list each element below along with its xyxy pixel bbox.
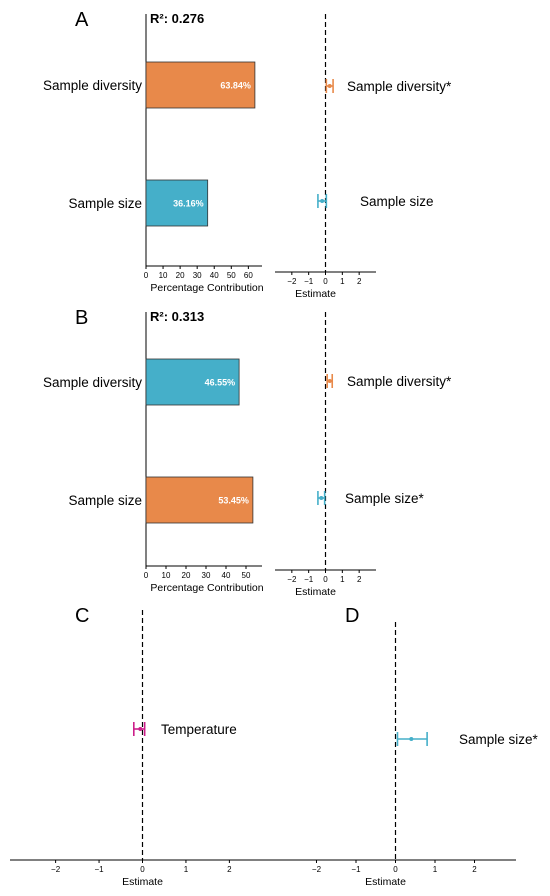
estimate-point [327, 379, 332, 383]
x-tick-label: 2 [357, 277, 362, 286]
x-axis-label: Estimate [122, 876, 163, 888]
x-tick-label: 0 [140, 865, 145, 874]
estimate-label: Sample diversity* [347, 374, 452, 389]
x-tick-label: −2 [287, 277, 297, 286]
bar [145, 179, 209, 227]
estimate-point [327, 84, 332, 88]
x-tick-label: −2 [312, 865, 322, 874]
category-label: Sample size [68, 196, 142, 211]
estimate-label: Sample diversity* [347, 79, 452, 94]
x-axis-label: Estimate [365, 876, 406, 888]
estimate-point [138, 727, 143, 731]
x-tick-label: 30 [193, 271, 202, 280]
bar [145, 358, 240, 406]
x-tick-label: 2 [472, 865, 477, 874]
estimate-panel-1: Sample diversity* Sample size −2 −1 0 1 2 Estim… [275, 14, 452, 300]
panel-letter-d: D [345, 605, 359, 627]
estimate-point [409, 737, 414, 741]
estimate-panel-3: C Temperature −2 −1 0 1 2 Estimate [10, 605, 275, 888]
x-tick-label: 2 [357, 575, 362, 584]
x-tick-label: 0 [393, 865, 398, 874]
bar-panel-b: B R²: 0.313 46.55% Sample diversity 53.45% Sa… [43, 307, 264, 594]
x-tick-label: 0 [144, 271, 149, 280]
x-tick-label: 50 [242, 571, 251, 580]
bar-value-label: 63.84% [220, 81, 251, 91]
bar-value-label: 53.45% [218, 496, 249, 506]
x-tick-label: −1 [94, 865, 104, 874]
panel-letter-b: B [75, 307, 88, 329]
bar-value-label: 36.16% [173, 199, 204, 209]
x-axis-label: Percentage Contribution [150, 282, 263, 294]
x-tick-label: 10 [162, 571, 171, 580]
bar-panel-a: A R²: 0.276 63.84% Sample diversity 36.16% Sa… [43, 9, 264, 294]
x-tick-label: −2 [287, 575, 297, 584]
x-tick-label: 20 [176, 271, 185, 280]
r2-label: R²: 0.276 [150, 11, 204, 26]
bar [145, 476, 254, 524]
x-tick-label: 40 [222, 571, 231, 580]
x-tick-label: 1 [184, 865, 189, 874]
x-tick-label: 50 [227, 271, 236, 280]
bar [145, 61, 256, 109]
category-label: Sample diversity [43, 78, 142, 93]
estimate-label: Temperature [161, 722, 237, 737]
x-tick-label: 0 [323, 575, 328, 584]
x-tick-label: −1 [304, 277, 314, 286]
estimate-label: Sample size* [345, 491, 425, 506]
x-axis-label: Estimate [295, 288, 336, 300]
category-label: Sample diversity [43, 375, 142, 390]
estimate-panel-4: D Sample size* −2 −1 0 1 2 Estimate [275, 605, 539, 888]
x-tick-label: 0 [323, 277, 328, 286]
estimate-label: Sample size* [459, 732, 539, 747]
panel-letter-a: A [75, 9, 89, 31]
x-tick-label: 30 [202, 571, 211, 580]
x-tick-label: 1 [340, 277, 345, 286]
bar-value-label: 46.55% [205, 378, 236, 388]
x-tick-label: 1 [340, 575, 345, 584]
x-tick-label: 0 [144, 571, 149, 580]
x-tick-label: 40 [210, 271, 219, 280]
x-tick-label: 2 [227, 865, 232, 874]
category-label: Sample size [68, 493, 142, 508]
x-axis-label: Percentage Contribution [150, 582, 263, 594]
x-tick-label: 20 [182, 571, 191, 580]
panel-letter-c: C [75, 605, 89, 627]
x-tick-label: 1 [433, 865, 438, 874]
estimate-panel-2: Sample diversity* Sample size* −2 −1 0 1 2 Esti… [275, 312, 452, 598]
x-axis-label: Estimate [295, 586, 336, 598]
x-tick-label: −1 [304, 575, 314, 584]
x-tick-label: 60 [244, 271, 253, 280]
estimate-point [320, 199, 325, 203]
x-tick-label: 10 [159, 271, 168, 280]
r2-label: R²: 0.313 [150, 309, 204, 324]
estimate-point [319, 496, 324, 500]
estimate-label: Sample size [360, 194, 434, 209]
x-tick-label: −1 [351, 865, 361, 874]
x-tick-label: −2 [51, 865, 61, 874]
